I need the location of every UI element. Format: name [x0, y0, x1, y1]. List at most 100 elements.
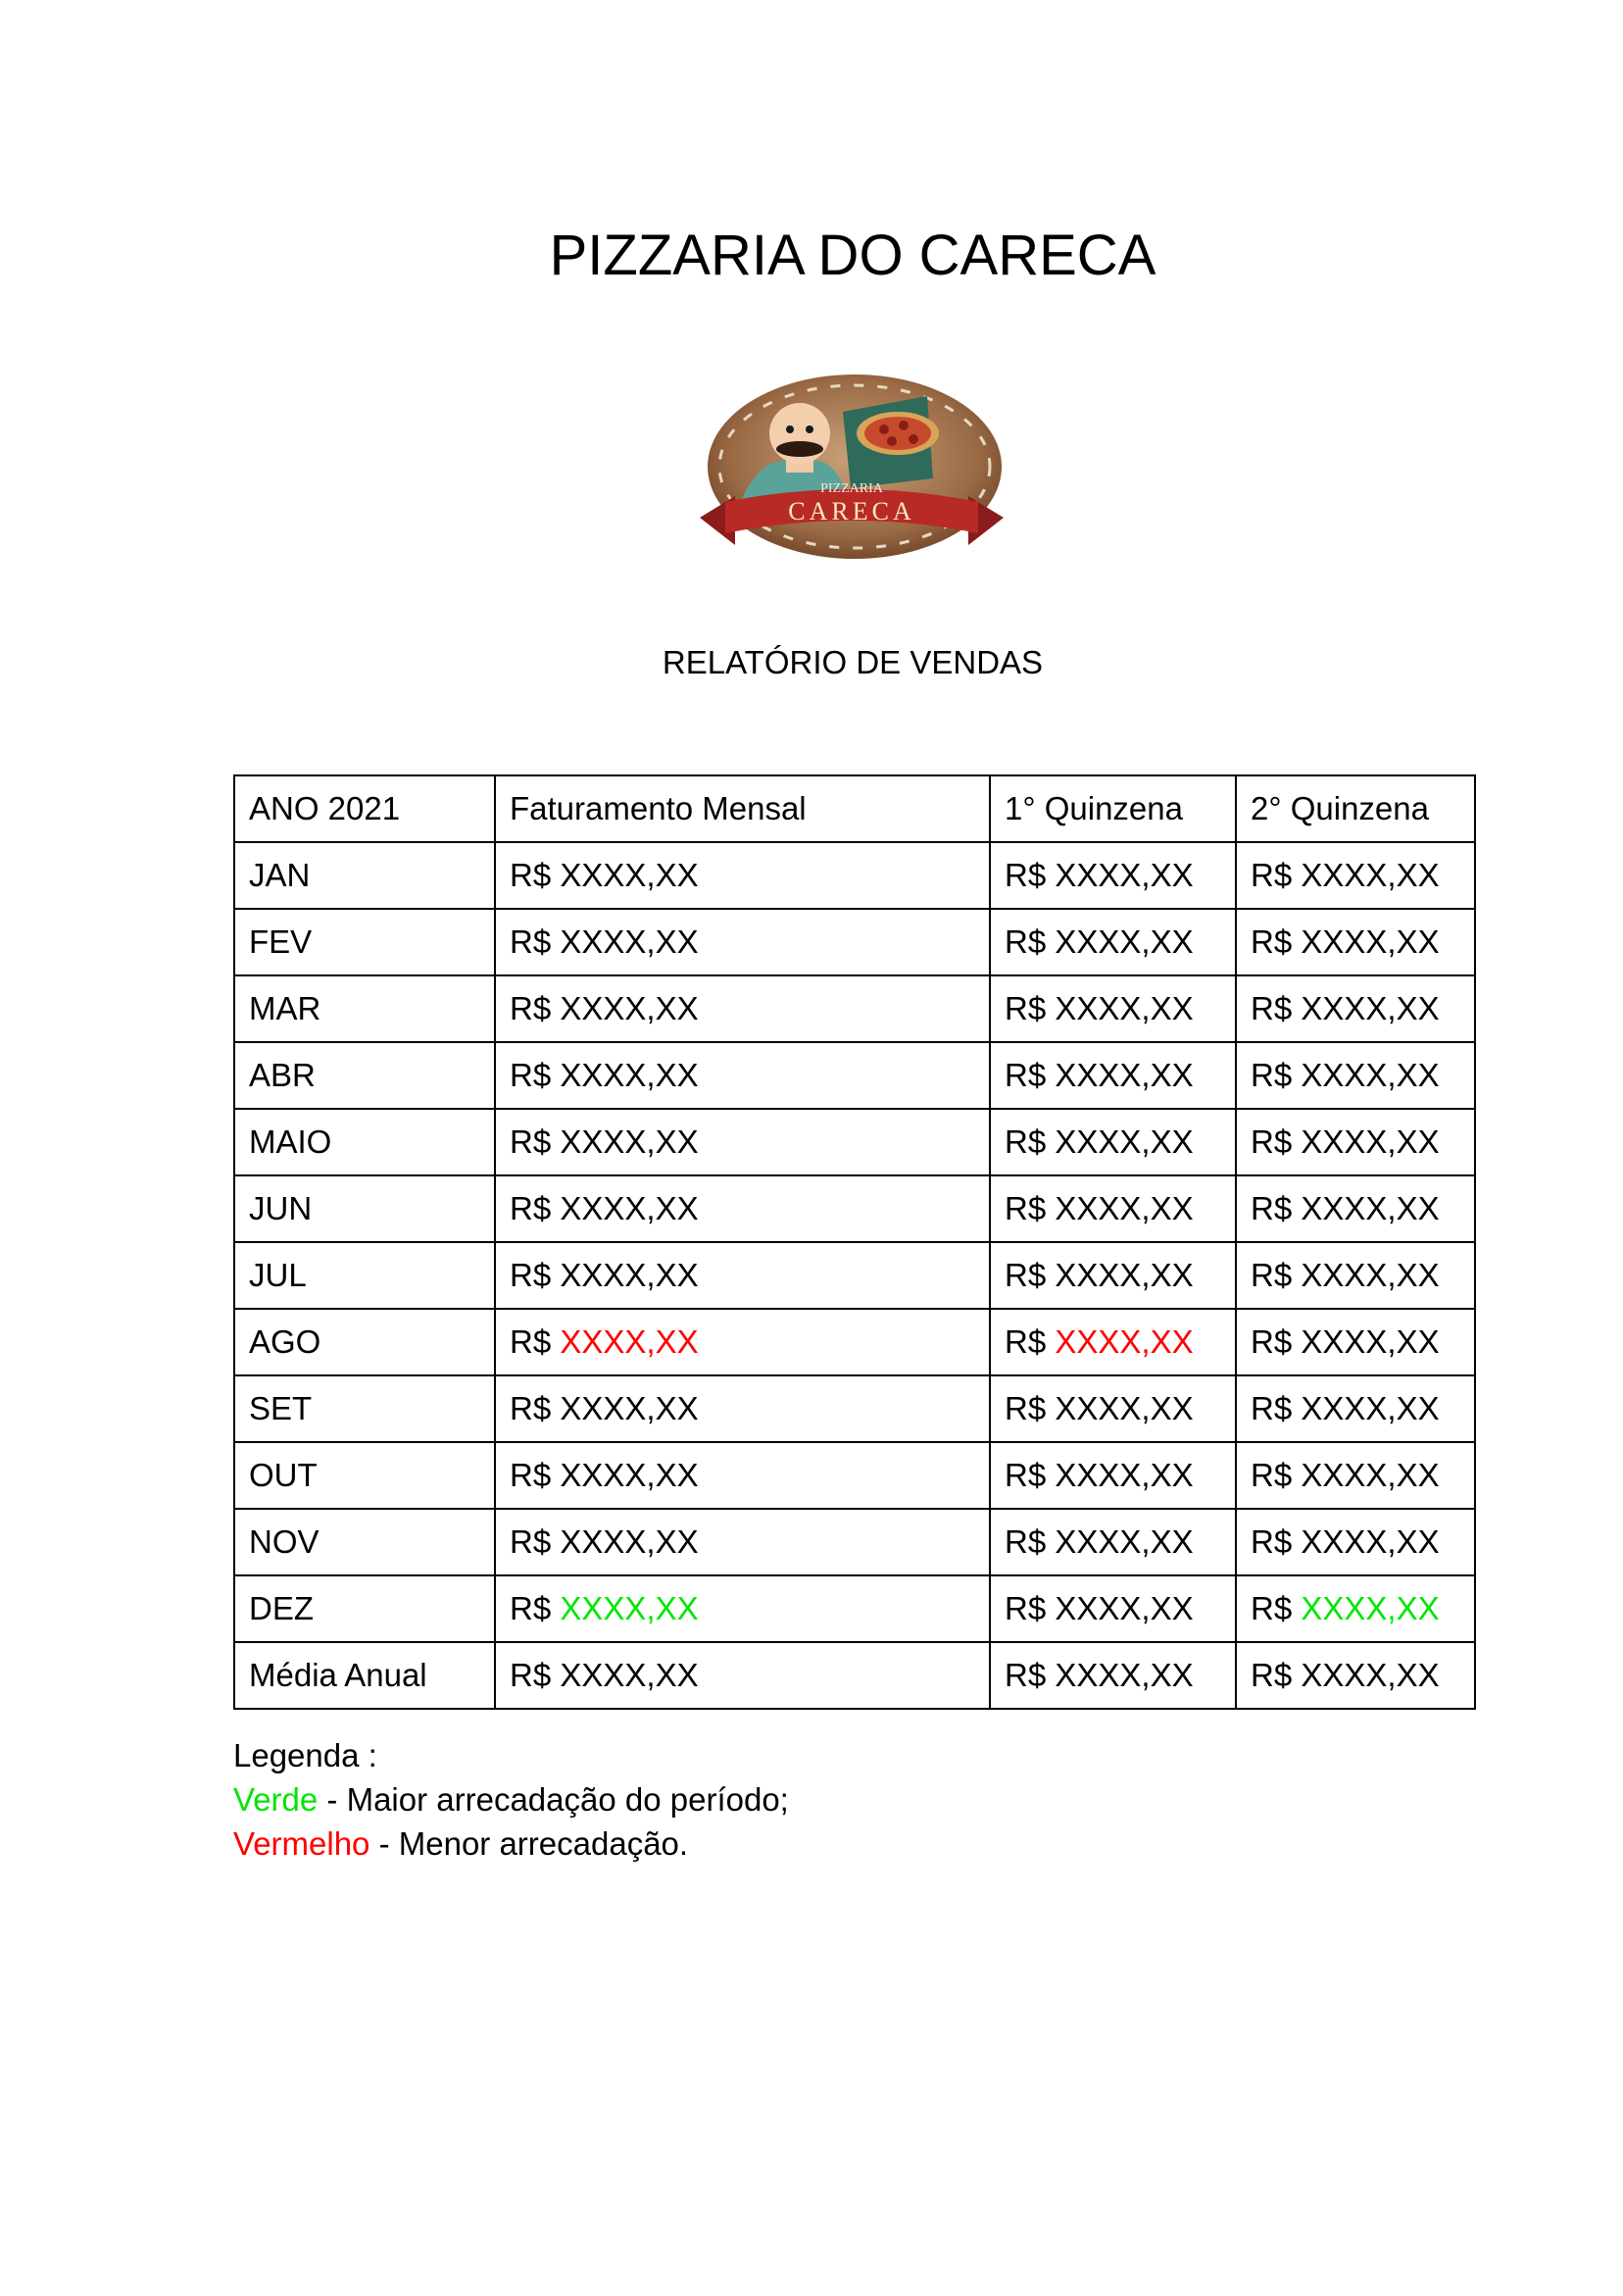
table-cell: R$ XXXX,XX: [494, 1174, 991, 1243]
currency-symbol: R$: [1005, 1323, 1047, 1360]
table-row: JUL R$ XXXX,XX R$ XXXX,XX R$ XXXX,XX: [233, 1241, 1476, 1310]
currency-symbol: R$: [510, 990, 552, 1026]
cell-value: XXXX,XX: [1301, 1523, 1440, 1560]
currency-symbol: R$: [1005, 1057, 1047, 1093]
currency-symbol: R$: [510, 923, 552, 960]
row-label: OUT: [233, 1441, 496, 1510]
table-cell: R$ XXXX,XX: [989, 1508, 1237, 1576]
table-cell: R$ XXXX,XX: [989, 1241, 1237, 1310]
table-row: FEV R$ XXXX,XX R$ XXXX,XX R$ XXXX,XX: [233, 908, 1476, 976]
cell-value: XXXX,XX: [1301, 1123, 1440, 1160]
table-cell: R$ XXXX,XX: [1235, 1508, 1476, 1576]
legend-green-line: Verde - Maior arrecadação do período;: [233, 1777, 789, 1822]
row-label: AGO: [233, 1308, 496, 1376]
row-label: FEV: [233, 908, 496, 976]
table-row: SET R$ XXXX,XX R$ XXXX,XX R$ XXXX,XX: [233, 1374, 1476, 1443]
row-label: NOV: [233, 1508, 496, 1576]
table-cell: R$ XXXX,XX: [494, 1041, 991, 1110]
currency-symbol: R$: [1251, 990, 1293, 1026]
row-label: JUN: [233, 1174, 496, 1243]
currency-symbol: R$: [1251, 1257, 1293, 1293]
table-cell: R$ XXXX,XX: [1235, 1108, 1476, 1176]
cell-value: XXXX,XX: [1301, 1257, 1440, 1293]
table-cell: R$ XXXX,XX: [1235, 974, 1476, 1043]
currency-symbol: R$: [510, 1057, 552, 1093]
table-cell: R$ XXXX,XX: [989, 1108, 1237, 1176]
row-label: MAR: [233, 974, 496, 1043]
column-header: 1° Quinzena: [989, 774, 1237, 843]
table-cell: R$ XXXX,XX: [989, 841, 1237, 910]
cell-value: XXXX,XX: [1301, 923, 1440, 960]
report-title: RELATÓRIO DE VENDAS: [662, 644, 1044, 680]
currency-symbol: R$: [510, 1190, 552, 1226]
cell-value: XXXX,XX: [560, 1390, 699, 1426]
chef-logo-icon: PIZZARIA CARECA: [700, 374, 1004, 559]
table-row: Média Anual R$ XXXX,XX R$ XXXX,XX R$ XXXX,X…: [233, 1641, 1476, 1710]
cell-value: XXXX,XX: [560, 1657, 699, 1693]
legend-green-word: Verde: [233, 1781, 319, 1818]
table-cell: R$ XXXX,XX: [1235, 1641, 1476, 1710]
cell-value: XXXX,XX: [1055, 1257, 1194, 1293]
currency-symbol: R$: [1251, 857, 1293, 893]
table-cell: R$ XXXX,XX: [494, 1641, 991, 1710]
cell-value: XXXX,XX: [1301, 990, 1440, 1026]
cell-value: XXXX,XX: [1301, 1390, 1440, 1426]
currency-symbol: R$: [1251, 1457, 1293, 1493]
table-cell: R$ XXXX,XX: [494, 1508, 991, 1576]
row-label: JAN: [233, 841, 496, 910]
cell-value: XXXX,XX: [1055, 1390, 1194, 1426]
cell-value: XXXX,XX: [1055, 1590, 1194, 1626]
table-cell: R$ XXXX,XX: [494, 1108, 991, 1176]
row-label: JUL: [233, 1241, 496, 1310]
page-title: PIZZARIA DO CARECA: [549, 224, 1156, 287]
table-row: AGO R$ XXXX,XX R$ XXXX,XX R$ XXXX,XX: [233, 1308, 1476, 1376]
table-cell: R$ XXXX,XX: [1235, 1174, 1476, 1243]
cell-value: XXXX,XX: [560, 1057, 699, 1093]
cell-value: XXXX,XX: [1301, 1057, 1440, 1093]
currency-symbol: R$: [510, 1657, 552, 1693]
table-cell: R$ XXXX,XX: [989, 974, 1237, 1043]
table-cell: R$ XXXX,XX: [1235, 1374, 1476, 1443]
cell-value: XXXX,XX: [560, 1123, 699, 1160]
cell-value: XXXX,XX: [1055, 857, 1194, 893]
table-row: ABR R$ XXXX,XX R$ XXXX,XX R$ XXXX,XX: [233, 1041, 1476, 1110]
cell-value: XXXX,XX: [560, 1190, 699, 1226]
currency-symbol: R$: [1005, 1657, 1047, 1693]
table-cell: R$ XXXX,XX: [1235, 1041, 1476, 1110]
currency-symbol: R$: [510, 1523, 552, 1560]
table-cell: R$ XXXX,XX: [494, 841, 991, 910]
table-cell: R$ XXXX,XX: [989, 1374, 1237, 1443]
cell-value: XXXX,XX: [560, 857, 699, 893]
cell-value: XXXX,XX: [1055, 1323, 1194, 1360]
currency-symbol: R$: [1005, 857, 1047, 893]
table-cell: R$ XXXX,XX: [989, 1174, 1237, 1243]
currency-symbol: R$: [1251, 1123, 1293, 1160]
cell-value: XXXX,XX: [1055, 1123, 1194, 1160]
legend-green-text: - Maior arrecadação do período;: [318, 1781, 789, 1818]
table-cell: R$ XXXX,XX: [494, 1574, 991, 1643]
legend-title: Legenda :: [233, 1737, 377, 1773]
table-row: MAIO R$ XXXX,XX R$ XXXX,XX R$ XXXX,XX: [233, 1108, 1476, 1176]
currency-symbol: R$: [1005, 1457, 1047, 1493]
table-cell: R$ XXXX,XX: [494, 1374, 991, 1443]
cell-value: XXXX,XX: [1055, 1457, 1194, 1493]
cell-value: XXXX,XX: [560, 1457, 699, 1493]
currency-symbol: R$: [510, 1323, 552, 1360]
table-cell: R$ XXXX,XX: [989, 908, 1237, 976]
table-cell: R$ XXXX,XX: [1235, 1308, 1476, 1376]
row-label: Média Anual: [233, 1641, 496, 1710]
table-cell: R$ XXXX,XX: [1235, 908, 1476, 976]
row-label: ABR: [233, 1041, 496, 1110]
currency-symbol: R$: [1251, 1657, 1293, 1693]
cell-value: XXXX,XX: [560, 1523, 699, 1560]
table-header-row: ANO 2021 Faturamento Mensal 1° Quinzena 2° …: [233, 774, 1476, 843]
currency-symbol: R$: [510, 1257, 552, 1293]
cell-value: XXXX,XX: [1055, 923, 1194, 960]
currency-symbol: R$: [1005, 990, 1047, 1026]
cell-value: XXXX,XX: [1055, 1657, 1194, 1693]
cell-value: XXXX,XX: [560, 1590, 699, 1626]
legend-red-word: Vermelho: [233, 1825, 370, 1862]
svg-text:PIZZARIA: PIZZARIA: [820, 481, 884, 496]
cell-value: XXXX,XX: [1055, 1190, 1194, 1226]
table-cell: R$ XXXX,XX: [494, 1241, 991, 1310]
